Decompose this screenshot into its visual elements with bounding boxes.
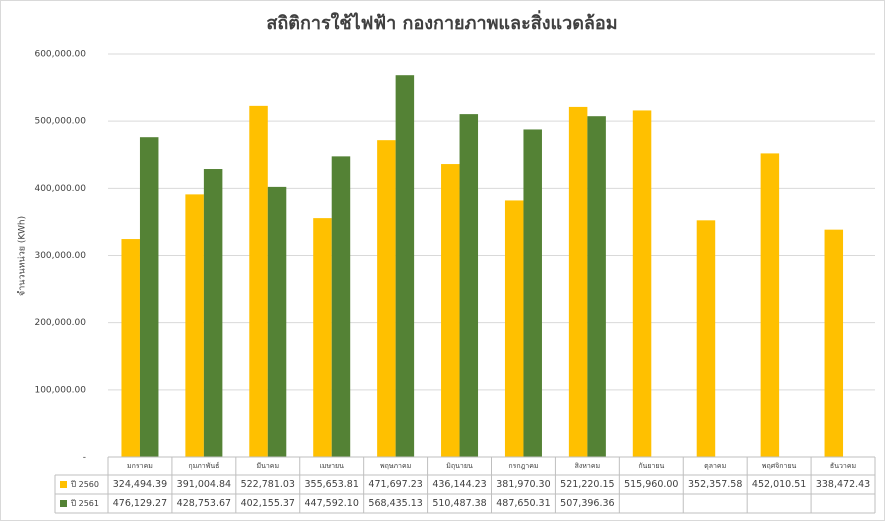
bar [696, 220, 716, 457]
legend-label: ปี 2561 [70, 499, 99, 508]
x-tick-label: ตุลาคม [704, 462, 726, 470]
x-tick-label: กรกฎาคม [508, 462, 538, 470]
bar [459, 114, 479, 457]
table-value: 510,487.38 [432, 498, 486, 509]
x-tick-label: กุมภาพันธ์ [188, 462, 219, 470]
bar [523, 129, 542, 457]
y-tick-label: 100,000.00 [34, 385, 86, 395]
table-value: 522,781.03 [241, 479, 295, 490]
x-tick-label: ธันวาคม [830, 462, 856, 470]
table-value: 355,653.81 [305, 479, 359, 490]
y-tick-label: 400,000.00 [34, 184, 86, 194]
y-tick-label: 500,000.00 [34, 117, 86, 127]
table-value: 381,970.30 [496, 479, 550, 490]
table-value: 447,592.10 [305, 498, 359, 509]
table-value: 507,396.36 [560, 498, 614, 509]
bar [824, 229, 844, 457]
bar [632, 110, 652, 457]
table-value: 521,220.15 [560, 479, 614, 490]
bar [121, 239, 140, 457]
x-tick-label: กันยายน [638, 462, 664, 470]
bar [185, 194, 204, 458]
bar [377, 140, 396, 457]
x-tick-label: เมษายน [319, 462, 344, 470]
table-value: 338,472.43 [816, 479, 870, 490]
x-tick-label: สิงหาคม [575, 462, 601, 470]
bar [331, 156, 351, 457]
table-value: 436,144.23 [432, 479, 486, 490]
x-tick-label: พฤศจิกายน [762, 462, 797, 470]
table-value: 352,357.58 [688, 479, 742, 490]
bar [203, 169, 223, 457]
table-value: 476,129.27 [113, 498, 167, 509]
table-value: 324,494.39 [113, 479, 167, 490]
bar [568, 106, 588, 458]
table-value: 568,435.13 [368, 498, 422, 509]
bar [760, 153, 780, 458]
bar [139, 137, 159, 458]
legend-swatch [60, 500, 67, 507]
table-value: 471,697.23 [368, 479, 422, 490]
bar [504, 200, 524, 457]
x-tick-label: มิถุนายน [446, 462, 473, 470]
x-tick-label: มีนาคม [256, 462, 279, 470]
chart-title: สถิติการใช้ไฟฟ้า กองกายภาพและสิ่งแวดล้อม [266, 10, 617, 34]
y-tick-label: 600,000.00 [34, 50, 86, 60]
legend-swatch [60, 481, 67, 488]
legend-label: ปี 2560 [70, 480, 99, 489]
bar [395, 75, 415, 457]
y-axis-label: จำนวนหน่วย (KWh) [17, 216, 28, 296]
bar [587, 116, 606, 457]
table-value: 402,155.37 [241, 498, 295, 509]
table-value: 515,960.00 [624, 479, 678, 490]
table-value: 391,004.84 [177, 479, 231, 490]
table-value: 452,010.51 [752, 479, 806, 490]
bar [441, 164, 460, 457]
x-tick-label: มกราคม [127, 462, 153, 470]
bar [249, 105, 268, 457]
y-tick-label: - [83, 453, 86, 463]
y-tick-label: 200,000.00 [34, 318, 86, 328]
x-tick-label: พฤษภาคม [380, 462, 411, 470]
table-value: 487,650.31 [496, 498, 550, 509]
table-value: 428,753.67 [177, 498, 231, 509]
y-tick-label: 300,000.00 [34, 251, 86, 261]
bar [267, 186, 287, 457]
bar [313, 218, 332, 457]
